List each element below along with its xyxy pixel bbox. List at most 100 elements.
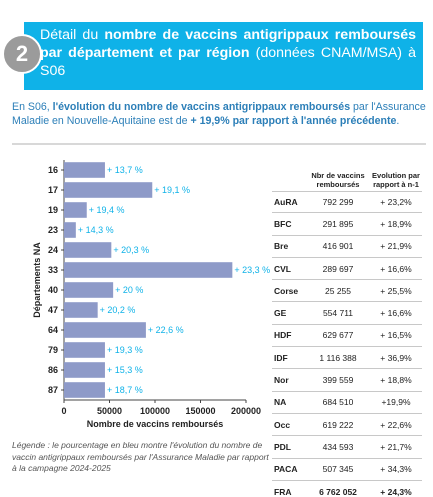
y-tick-label: 40	[48, 285, 58, 295]
table-row: HDF 629 677 + 16,5%	[272, 325, 422, 348]
section-header: 2 Détail du nombre de vaccins antigrippa…	[0, 0, 433, 90]
vaccine-count: 792 299	[322, 197, 354, 208]
region-code: AuRA	[274, 197, 298, 208]
evolution-value: +19,9%	[381, 397, 411, 408]
section-number-badge: 2	[2, 34, 42, 74]
evolution-value: + 16,6%	[380, 263, 412, 274]
region-code: Bre	[274, 241, 289, 252]
intro-paragraph: En S06, l'évolution du nombre de vaccins…	[12, 101, 426, 128]
table-row: CVL 289 697 + 16,6%	[272, 258, 422, 281]
evolution-value: + 16,6%	[380, 308, 412, 319]
bar-data-label: + 15,3 %	[107, 365, 143, 375]
table-row: IDF 1 116 388 + 36,9%	[272, 347, 422, 370]
intro-divider	[12, 143, 426, 145]
vaccine-count: 416 901	[322, 241, 354, 252]
table-header-count: Nbr de vaccins remboursés	[311, 171, 365, 189]
vaccine-count: 684 510	[322, 397, 354, 408]
bar-data-label: + 19,4 %	[89, 205, 125, 215]
intro-bold1: l'évolution du nombre de vaccins antigri…	[52, 101, 351, 113]
region-code: CVL	[274, 263, 291, 274]
bar-data-label: + 20,3 %	[113, 245, 149, 255]
table-row: GE 554 711 + 16,6%	[272, 302, 422, 325]
region-code: FRA	[274, 487, 292, 497]
bar	[64, 242, 112, 258]
y-tick-label: 24	[48, 245, 58, 255]
region-code: PACA	[274, 464, 298, 475]
bar-data-label: + 20 %	[115, 285, 143, 295]
y-tick-label: 64	[48, 325, 58, 335]
region-code: Occ	[274, 419, 291, 430]
vaccine-count: 619 222	[322, 419, 354, 430]
evolution-value: + 21,9%	[380, 241, 412, 252]
title-part1: Détail du	[40, 27, 105, 43]
vaccine-count: 399 559	[322, 375, 354, 386]
table-body: AuRA 792 299 + 23,2% BFC 291 895 + 18,9% Bre 41…	[272, 191, 422, 497]
evolution-value: + 23,2%	[380, 197, 412, 208]
vaccine-count: 554 711	[322, 308, 354, 319]
vaccine-count: 1 116 388	[319, 352, 357, 363]
evolution-value: + 18,9%	[380, 218, 412, 229]
x-tick-label: 150000	[185, 406, 215, 416]
y-tick-label: 19	[48, 205, 58, 215]
region-code: IDF	[274, 352, 288, 363]
title-part2: (données CNAM/MSA) à S06	[40, 45, 416, 79]
bar-data-label: + 13,7 %	[107, 165, 143, 175]
table-row: Occ 619 222 + 22,6%	[272, 414, 422, 437]
x-tick-label: 100000	[140, 406, 170, 416]
vaccine-count: 434 593	[322, 441, 354, 452]
bar	[64, 162, 105, 178]
evolution-value: + 22,6%	[380, 419, 412, 430]
evolution-value: + 18,8%	[380, 375, 412, 386]
bar	[64, 342, 105, 358]
table-row: FRA 6 762 052 + 24,3%	[272, 481, 422, 497]
evolution-value: + 16,5%	[380, 330, 412, 341]
evolution-value: + 24,3%	[380, 487, 412, 497]
bar-data-label: + 19,1 %	[154, 185, 190, 195]
vaccine-count: 291 895	[322, 218, 354, 229]
x-tick-label: 50000	[97, 406, 122, 416]
y-tick-label: 33	[48, 265, 58, 275]
evolution-value: + 21,7%	[380, 441, 412, 452]
vaccine-count: 289 697	[322, 263, 354, 274]
bar-data-label: + 22,6 %	[148, 325, 184, 335]
vaccine-count: 25 255	[325, 285, 351, 296]
header-band	[24, 22, 423, 90]
title-bold: nombre de vaccins antigrippaux remboursé…	[40, 27, 416, 61]
region-code: NA	[274, 397, 287, 408]
y-tick-label: 79	[48, 345, 58, 355]
intro-part2: par l'Assurance Maladie en Nouvelle-Aqui…	[12, 101, 426, 127]
intro-part1: En S06,	[12, 101, 53, 113]
bar	[64, 202, 87, 218]
bar-data-label: + 19,3 %	[107, 345, 143, 355]
region-code: GE	[274, 308, 287, 319]
x-axis-title: Nombre de vaccins remboursés	[87, 419, 224, 429]
department-bar-chart: 16 + 13,7 % 17 + 19,1 % 19 + 19,4 % 23 + 14,3 %…	[0, 150, 270, 440]
table-row: PDL 434 593 + 21,7%	[272, 436, 422, 459]
bar	[64, 302, 98, 318]
table-row: NA 684 510 +19,9%	[272, 392, 422, 414]
y-tick-label: 47	[48, 305, 58, 315]
bar	[64, 222, 76, 238]
bar-chart-svg: 16 + 13,7 % 17 + 19,1 % 19 + 19,4 % 23 + 14,3 %…	[32, 160, 270, 429]
bar-data-label: + 20,2 %	[100, 305, 136, 315]
y-tick-label: 87	[48, 385, 58, 395]
y-tick-label: 17	[48, 185, 58, 195]
bar	[64, 282, 114, 298]
bar	[64, 322, 146, 338]
region-code: BFC	[274, 218, 292, 229]
bar-data-label: + 14,3 %	[78, 225, 114, 235]
bar	[64, 382, 105, 398]
table-row: Nor 399 559 + 18,8%	[272, 369, 422, 392]
evolution-value: + 34,3%	[380, 464, 412, 475]
table-row: AuRA 792 299 + 23,2%	[272, 191, 422, 214]
chart-legend-note: Légende : le pourcentage en bleu montre …	[12, 440, 269, 473]
evolution-value: + 25,5%	[380, 285, 412, 296]
table-row: Bre 416 901 + 21,9%	[272, 236, 422, 258]
bar-data-label: + 18,7 %	[107, 385, 143, 395]
region-code: Corse	[274, 285, 299, 296]
vaccine-count: 6 762 052	[319, 487, 357, 497]
bar	[64, 362, 105, 378]
table-row: PACA 507 345 + 34,3%	[272, 459, 422, 481]
section-title: Détail du nombre de vaccins antigrippaux…	[40, 26, 416, 80]
y-tick-label: 23	[48, 225, 58, 235]
